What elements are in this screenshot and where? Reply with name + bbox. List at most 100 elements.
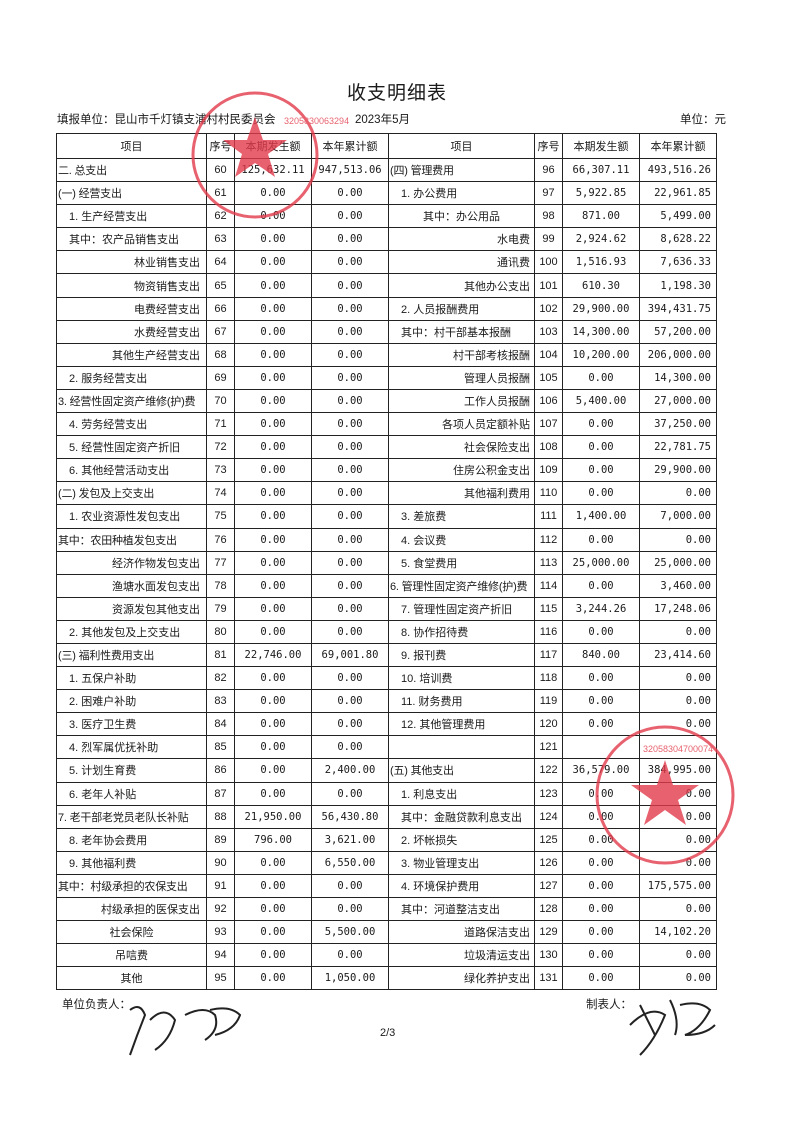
seq-number: 76 [206, 527, 235, 552]
item-name: 道路保洁支出 [388, 920, 535, 945]
ytd-amount: 0.00 [311, 735, 389, 760]
current-amount: 0.00 [234, 550, 312, 575]
ytd-amount: 0.00 [311, 388, 389, 414]
ytd-amount: 0.00 [311, 342, 389, 367]
ytd-amount: 3,621.00 [311, 827, 389, 852]
ytd-amount: 0.00 [311, 435, 389, 460]
ytd-amount: 14,102.20 [639, 920, 717, 945]
current-amount: 0.00 [562, 689, 640, 714]
seq-number: 69 [206, 365, 235, 390]
seq-number: 124 [534, 804, 563, 829]
seq-number: 65 [206, 273, 235, 298]
current-amount: 5,400.00 [562, 388, 640, 414]
seq-number: 122 [534, 758, 563, 783]
table-row: 二. 总支出 60 125,632.11 947,513.06 (四) 管理费用 96 66… [56, 157, 717, 183]
ytd-amount: 7,636.33 [639, 250, 717, 275]
seq-number: 128 [534, 896, 563, 922]
item-name: 其中：农田种植发包支出 [56, 527, 207, 552]
seq-number: 131 [534, 966, 563, 991]
seq-number: 62 [206, 204, 235, 229]
table-row: 2. 服务经营支出 69 0.00 0.00 管理人员报酬 105 0.00 14,300.0… [56, 365, 717, 390]
current-amount: 0.00 [562, 827, 640, 852]
item-name: 吊唁费 [56, 943, 207, 968]
seq-number: 68 [206, 342, 235, 367]
table-row: 3. 经营性固定资产维修(护)费 70 0.00 0.00 工作人员报酬 106 5,400… [56, 388, 717, 414]
column-header: 本期发生额 [234, 133, 312, 159]
item-name: 2. 困难户补助 [56, 689, 207, 714]
current-amount: 0.00 [234, 666, 312, 691]
ytd-amount: 384,995.00 [639, 758, 717, 783]
item-name: 4. 会议费 [388, 527, 535, 552]
item-name: 水电费 [388, 227, 535, 252]
current-amount: 0.00 [234, 435, 312, 460]
ytd-amount: 5,500.00 [311, 920, 389, 945]
current-amount: 0.00 [562, 573, 640, 598]
ytd-amount: 0.00 [639, 827, 717, 852]
seq-number: 127 [534, 873, 563, 899]
table-row: 2. 困难户补助 83 0.00 0.00 11. 财务费用 119 0.00 0.00 [56, 689, 717, 714]
ytd-amount: 0.00 [311, 781, 389, 806]
ytd-amount: 0.00 [639, 527, 717, 552]
column-header: 项目 [388, 133, 535, 159]
seq-number: 86 [206, 758, 235, 783]
item-name: 9. 其他福利费 [56, 850, 207, 875]
seq-number: 85 [206, 735, 235, 760]
item-name: 11. 财务费用 [388, 689, 535, 714]
item-name: 村级承担的医保支出 [56, 896, 207, 922]
seq-number: 71 [206, 412, 235, 437]
table-row: 林业销售支出 64 0.00 0.00 通讯费 100 1,516.93 7,636.33 [56, 250, 717, 275]
ytd-amount: 23,414.60 [639, 642, 717, 668]
ytd-amount: 493,516.26 [639, 157, 717, 183]
seq-number: 60 [206, 157, 235, 183]
ytd-amount: 56,430.80 [311, 804, 389, 829]
item-name: 7. 老干部老党员老队长补贴 [56, 804, 207, 829]
item-name: (三) 福利性费用支出 [56, 642, 207, 668]
current-amount: 0.00 [234, 319, 312, 344]
table-row: 社会保险 93 0.00 5,500.00 道路保洁支出 129 0.00 14,102.20 [56, 920, 717, 945]
current-amount: 0.00 [234, 873, 312, 899]
current-amount: 0.00 [234, 458, 312, 483]
seq-number: 73 [206, 458, 235, 483]
current-amount: 0.00 [234, 388, 312, 414]
table-row: (三) 福利性费用支出 81 22,746.00 69,001.80 9. 报刊费 117… [56, 642, 717, 668]
current-amount: 0.00 [234, 619, 312, 644]
expense-detail-table: 项目 序号 本期发生额 本年累计额 项目 序号 本期发生额 本年累计额 二. 总支出 60 125… [56, 133, 717, 991]
table-row: 6. 其他经营活动支出 73 0.00 0.00 住房公积金支出 109 0.00 29,90… [56, 458, 717, 483]
ytd-amount: 0.00 [639, 850, 717, 875]
reporting-unit: 填报单位：昆山市千灯镇支浦村村民委员会 [57, 114, 276, 126]
seq-number: 79 [206, 596, 235, 621]
seq-number: 110 [534, 481, 563, 506]
item-name: 2. 人员报酬费用 [388, 296, 535, 321]
seq-number: 84 [206, 712, 235, 737]
seq-number: 92 [206, 896, 235, 922]
table-row: 其中：农产品销售支出 63 0.00 0.00 水电费 99 2,924.62 8,628.2… [56, 227, 717, 252]
current-amount: 0.00 [234, 181, 312, 206]
item-name: 垃圾清运支出 [388, 943, 535, 968]
preparer-label: 制表人： [586, 999, 632, 1011]
column-header: 本期发生额 [562, 133, 640, 159]
seq-number: 114 [534, 573, 563, 598]
item-name: 林业销售支出 [56, 250, 207, 275]
item-name: 其中：河道整洁支出 [388, 896, 535, 922]
item-name: 1. 利息支出 [388, 781, 535, 806]
ytd-amount: 0.00 [311, 573, 389, 598]
seq-number: 66 [206, 296, 235, 321]
ytd-amount: 22,781.75 [639, 435, 717, 460]
ytd-amount: 0.00 [639, 943, 717, 968]
ytd-amount: 0.00 [311, 273, 389, 298]
seq-number: 95 [206, 966, 235, 991]
ytd-amount: 0.00 [311, 504, 389, 529]
seq-number: 106 [534, 388, 563, 414]
current-amount: 125,632.11 [234, 157, 312, 183]
ytd-amount: 0.00 [311, 943, 389, 968]
ytd-amount: 0.00 [311, 181, 389, 206]
item-name: 3. 物业管理支出 [388, 850, 535, 875]
ytd-amount: 17,248.06 [639, 596, 717, 621]
ytd-amount: 0.00 [311, 689, 389, 714]
item-name: 水费经营支出 [56, 319, 207, 344]
ytd-amount: 0.00 [639, 804, 717, 829]
ytd-amount: 27,000.00 [639, 388, 717, 414]
current-amount: 14,300.00 [562, 319, 640, 344]
table-row: 其中：村级承担的农保支出 91 0.00 0.00 4. 环境保护费用 127 0.00 17… [56, 873, 717, 899]
item-name: 二. 总支出 [56, 157, 207, 183]
